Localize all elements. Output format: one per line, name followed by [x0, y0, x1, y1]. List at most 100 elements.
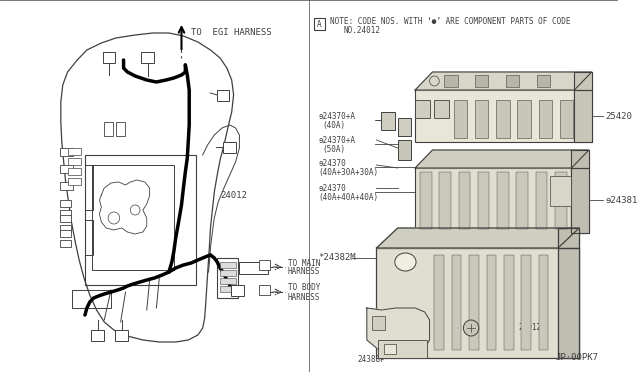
Bar — [420, 172, 431, 229]
Text: C: C — [107, 54, 111, 60]
FancyBboxPatch shape — [103, 51, 115, 62]
Bar — [475, 100, 488, 138]
Bar — [60, 230, 72, 237]
Bar — [555, 172, 566, 229]
Bar — [217, 258, 239, 298]
Text: A: A — [145, 54, 150, 60]
Bar — [220, 270, 236, 276]
Polygon shape — [415, 72, 592, 90]
Text: NOTE: CODE NOS. WITH ‘●’ ARE COMPONENT PARTS OF CODE: NOTE: CODE NOS. WITH ‘●’ ARE COMPONENT P… — [330, 16, 571, 26]
Text: (40A+30A+30A): (40A+30A+30A) — [319, 167, 379, 176]
Text: ɘ24370+A: ɘ24370+A — [319, 112, 356, 121]
Bar — [539, 100, 552, 138]
Polygon shape — [367, 308, 429, 358]
Text: (40A+40A+40A): (40A+40A+40A) — [319, 192, 379, 202]
Bar — [60, 210, 72, 217]
Text: NO.24012: NO.24012 — [344, 26, 381, 35]
Bar — [384, 344, 396, 354]
Bar — [478, 172, 490, 229]
Bar — [68, 178, 81, 185]
Bar — [435, 255, 444, 350]
Polygon shape — [376, 228, 579, 248]
Bar — [381, 112, 395, 130]
Bar — [376, 248, 579, 358]
Bar — [458, 172, 470, 229]
Bar — [116, 122, 125, 136]
Text: ɘ24370+A: ɘ24370+A — [319, 135, 356, 144]
Bar — [517, 100, 531, 138]
Text: F: F — [236, 287, 239, 293]
Bar — [435, 100, 449, 118]
Ellipse shape — [463, 320, 479, 336]
Bar — [397, 140, 412, 160]
Bar — [259, 260, 270, 270]
Text: A: A — [317, 19, 322, 29]
FancyBboxPatch shape — [115, 330, 128, 340]
FancyBboxPatch shape — [231, 285, 244, 295]
Bar — [550, 176, 572, 206]
Bar — [536, 172, 547, 229]
Bar — [220, 286, 236, 292]
Bar — [314, 18, 325, 30]
Text: E: E — [95, 332, 100, 338]
Bar — [60, 165, 74, 173]
Bar — [439, 172, 451, 229]
Polygon shape — [572, 150, 589, 168]
Text: ɘ24370: ɘ24370 — [319, 183, 346, 192]
Text: 25420: 25420 — [605, 112, 632, 121]
Polygon shape — [558, 248, 579, 358]
Bar — [454, 100, 467, 138]
Bar — [452, 255, 461, 350]
Bar — [397, 118, 412, 136]
Text: B: B — [228, 144, 232, 150]
Polygon shape — [574, 72, 592, 90]
Bar — [537, 75, 550, 87]
Bar — [85, 165, 93, 210]
Text: (40A): (40A) — [323, 121, 346, 129]
Bar — [239, 262, 268, 274]
Bar — [497, 172, 509, 229]
Polygon shape — [574, 90, 592, 142]
Text: D: D — [221, 92, 225, 98]
Bar — [522, 255, 531, 350]
Bar — [496, 100, 509, 138]
Bar — [475, 75, 488, 87]
Text: HARNESS: HARNESS — [287, 267, 320, 276]
Bar — [104, 122, 113, 136]
Text: ɘ24381: ɘ24381 — [605, 196, 637, 205]
Bar — [444, 75, 458, 87]
Bar — [92, 165, 174, 270]
Bar — [60, 200, 72, 207]
Text: *24382M: *24382M — [319, 253, 356, 263]
Bar — [85, 220, 93, 255]
Bar — [506, 75, 519, 87]
Bar — [220, 262, 236, 268]
Polygon shape — [415, 150, 589, 168]
Polygon shape — [558, 228, 579, 248]
Text: 24388P: 24388P — [357, 356, 385, 365]
Bar — [68, 158, 81, 165]
Bar — [469, 255, 479, 350]
FancyBboxPatch shape — [92, 330, 104, 340]
Bar — [68, 148, 81, 155]
Text: 24012A: 24012A — [518, 324, 546, 333]
Bar — [60, 182, 74, 190]
FancyBboxPatch shape — [223, 141, 236, 153]
Text: HARNESS: HARNESS — [287, 292, 320, 301]
Text: TO  EGI HARNESS: TO EGI HARNESS — [191, 28, 272, 36]
Bar — [504, 255, 513, 350]
Text: C: C — [120, 332, 124, 338]
Bar — [60, 215, 72, 222]
Bar — [68, 168, 81, 175]
Bar — [220, 278, 236, 284]
Bar — [259, 285, 270, 295]
Bar — [415, 100, 429, 118]
Text: TO BODY: TO BODY — [287, 283, 320, 292]
Text: ɘ24370: ɘ24370 — [319, 158, 346, 167]
Text: 24012: 24012 — [220, 190, 247, 199]
Bar — [60, 225, 72, 232]
FancyBboxPatch shape — [141, 51, 154, 62]
Bar — [60, 148, 74, 156]
Text: (50A): (50A) — [323, 144, 346, 154]
Bar — [415, 168, 572, 233]
